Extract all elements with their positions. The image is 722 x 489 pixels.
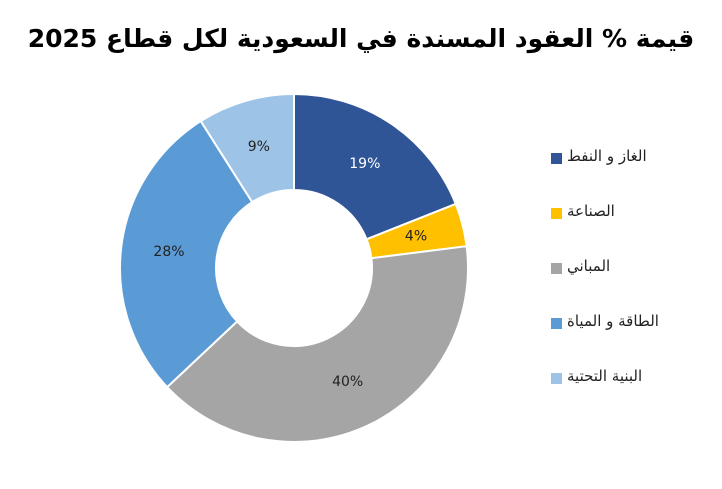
legend-label: البنية التحتية [567,367,643,385]
legend-item: الطاقة و المياة [551,309,721,339]
legend-swatch [551,373,562,384]
chart-title: قيمة % العقود المسندة في السعودية لكل قط… [27,24,695,53]
donut-slices [119,92,469,443]
legend-item: الغاز و النفط [551,144,721,174]
data-label: 40% [332,374,363,390]
legend-swatch [551,318,562,329]
legend-label: الصناعة [567,202,615,220]
legend: الغاز و النفط الصناعة المباني الطاقة و ا… [551,144,721,419]
legend-item: الصناعة [551,199,721,229]
data-label: 4% [405,229,427,245]
legend-item: المباني [551,254,721,284]
data-labels: 19% 4% 40% 28% 9% [153,139,427,390]
legend-label: الغاز و النفط [567,147,647,165]
legend-label: المباني [567,257,611,275]
legend-swatch [551,208,562,219]
data-label: 28% [153,244,184,260]
legend-item: البنية التحتية [551,364,721,394]
data-label: 19% [349,156,380,172]
donut-slice [293,92,458,241]
legend-swatch [551,153,562,164]
donut-slice [165,245,469,443]
data-label: 9% [248,139,270,155]
donut-slice [119,119,254,389]
legend-swatch [551,263,562,274]
donut-slice [199,92,295,204]
legend-label: الطاقة و المياة [567,312,659,330]
